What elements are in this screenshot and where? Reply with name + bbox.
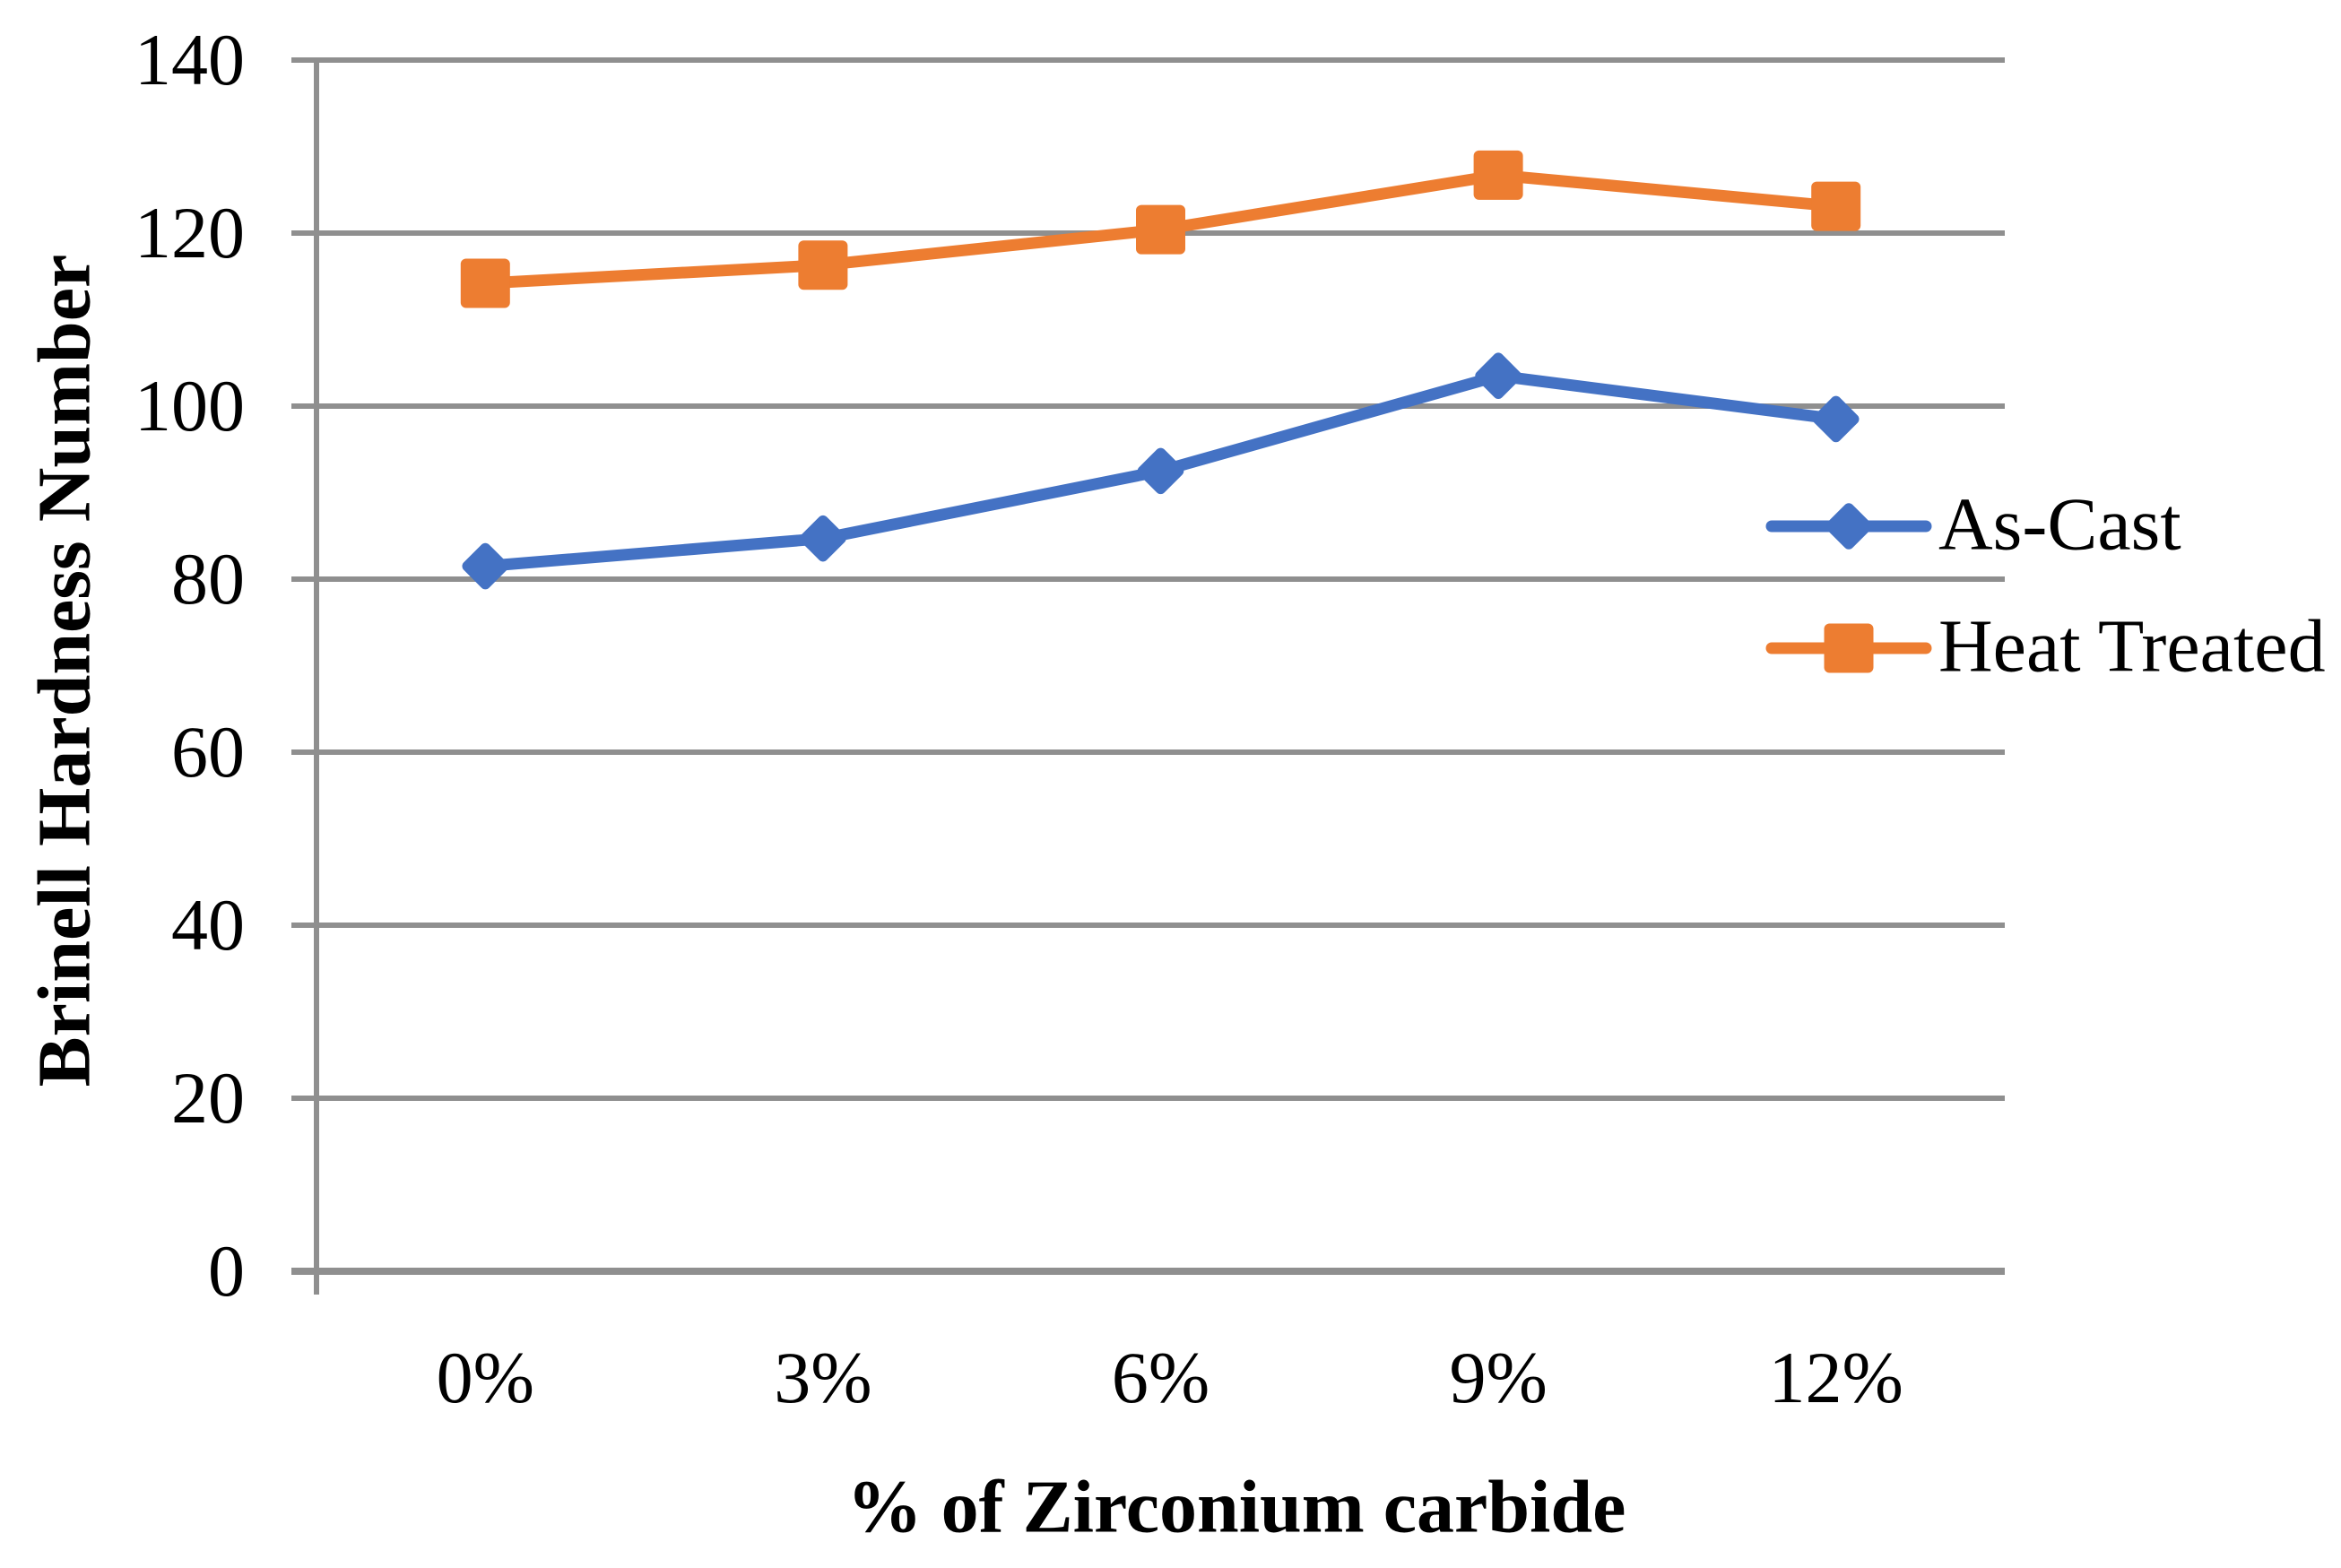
- as-cast-marker: [800, 515, 846, 562]
- y-tick-label: 60: [171, 711, 245, 793]
- x-tick-label: 12%: [1768, 1337, 1903, 1418]
- as-cast-legend-marker-icon: [1825, 503, 1872, 550]
- legend-label-as-cast: As-Cast: [1938, 482, 2181, 567]
- heat-treated-legend-marker-icon: [1824, 623, 1874, 673]
- x-tick-label: 0%: [436, 1337, 534, 1418]
- y-tick-label: 140: [134, 19, 245, 100]
- y-tick-label: 80: [171, 538, 245, 619]
- heat-treated-marker: [798, 240, 848, 290]
- as-cast-marker: [1137, 447, 1184, 495]
- y-tick-label: 40: [171, 884, 245, 966]
- y-tick-label: 20: [171, 1057, 245, 1139]
- y-tick-label: 120: [134, 192, 245, 273]
- heat-treated-marker: [1811, 181, 1861, 231]
- y-tick-label: 0: [208, 1230, 245, 1312]
- x-tick-label: 6%: [1111, 1337, 1210, 1418]
- y-axis-title: Brinell Hardness Number: [22, 254, 107, 1087]
- x-tick-label: 9%: [1449, 1337, 1548, 1418]
- as-cast-marker: [1812, 395, 1860, 443]
- as-cast-marker: [462, 542, 509, 590]
- heat-treated-marker: [1473, 150, 1523, 200]
- heat-treated-marker: [460, 258, 510, 308]
- as-cast-marker: [1475, 352, 1522, 400]
- x-axis-title: % of Zirconium carbide: [846, 1465, 1626, 1549]
- heat-treated-marker: [1136, 204, 1185, 255]
- legend-label-heat-treated: Heat Treated: [1938, 604, 2326, 689]
- x-tick-label: 3%: [774, 1337, 872, 1418]
- y-tick-label: 100: [134, 365, 245, 446]
